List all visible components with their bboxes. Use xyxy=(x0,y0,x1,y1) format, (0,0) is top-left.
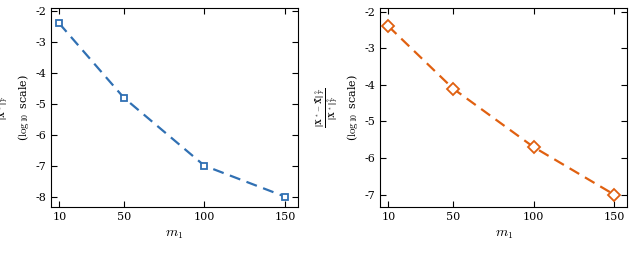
X-axis label: $m_1$: $m_1$ xyxy=(166,227,184,240)
Y-axis label: $\frac{\|\mathbf{X}^*-\mathbf{X}\|_F^2}{\|\mathbf{X}^*\|_F^2}$
($\log_{10}$ scal: $\frac{\|\mathbf{X}^*-\mathbf{X}\|_F^2}{… xyxy=(0,74,31,141)
X-axis label: $m_1$: $m_1$ xyxy=(495,227,513,240)
Y-axis label: $\frac{\|\mathbf{X}^*-\widetilde{\mathbf{X}}\|_F^2}{\|\mathbf{X}^*\|_F^2}$
($\lo: $\frac{\|\mathbf{X}^*-\widetilde{\mathbf… xyxy=(314,74,360,141)
